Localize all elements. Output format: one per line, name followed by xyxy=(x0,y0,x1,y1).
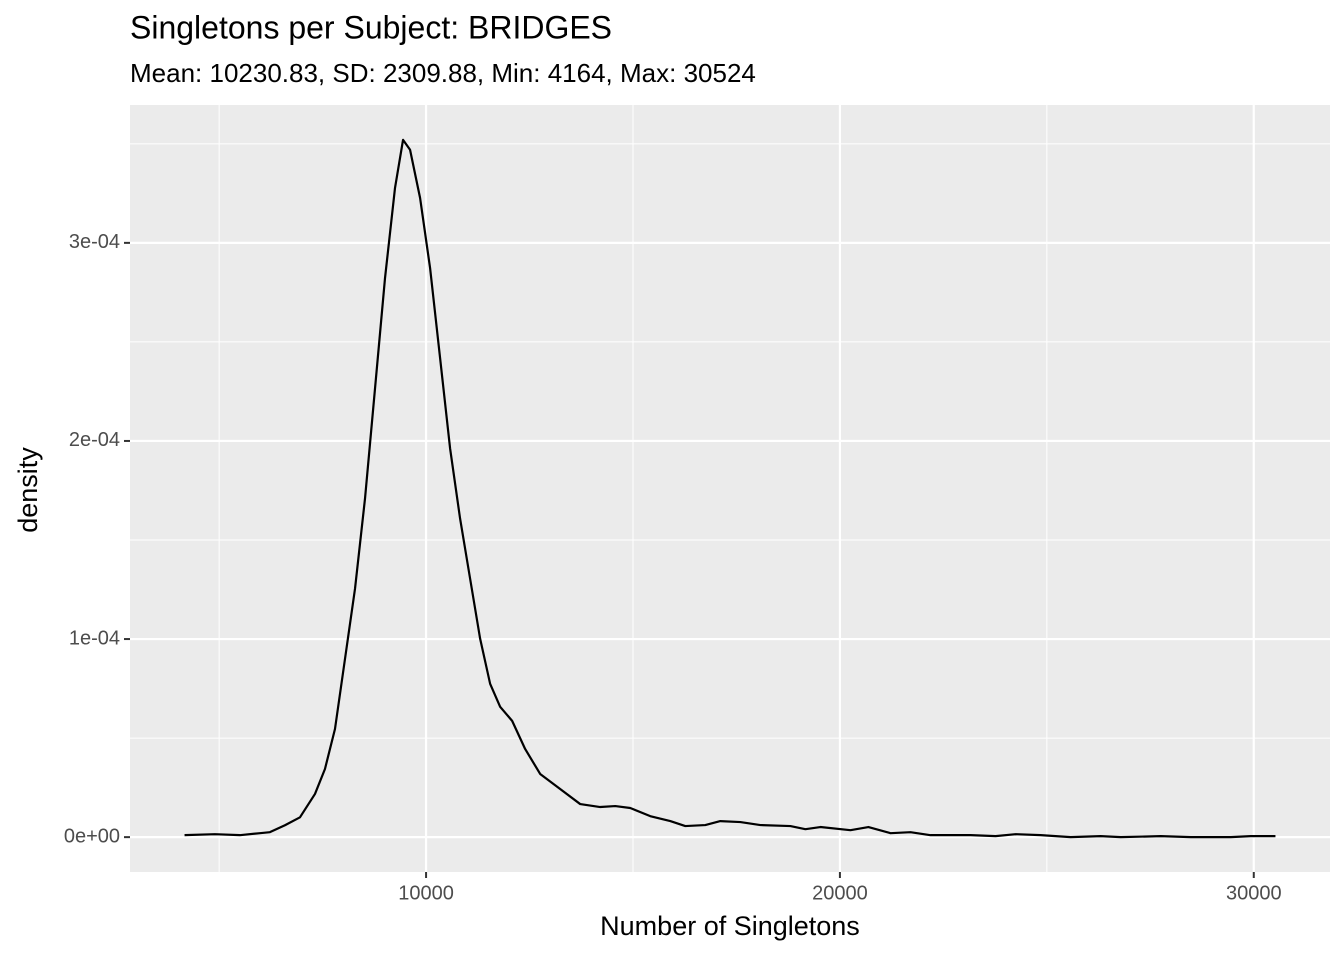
y-axis-label: density xyxy=(13,447,43,533)
chart-title: Singletons per Subject: BRIDGES xyxy=(130,9,612,45)
x-tick-label: 20000 xyxy=(812,882,868,904)
y-tick-label: 0e+00 xyxy=(64,825,120,847)
x-axis-label: Number of Singletons xyxy=(600,911,860,941)
y-tick-label: 3e-04 xyxy=(69,231,120,253)
x-tick-label: 10000 xyxy=(398,882,454,904)
plot-panel xyxy=(130,105,1330,872)
x-tick-label: 30000 xyxy=(1226,882,1282,904)
density-line xyxy=(184,138,1276,839)
chart-subtitle: Mean: 10230.83, SD: 2309.88, Min: 4164, … xyxy=(130,58,756,88)
y-tick-label: 1e-04 xyxy=(69,627,120,649)
y-tick-label: 2e-04 xyxy=(69,429,120,451)
